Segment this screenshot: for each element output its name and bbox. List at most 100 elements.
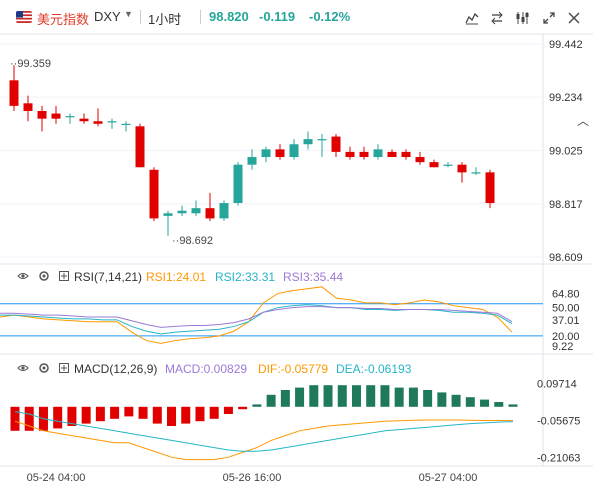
chevron-down-icon[interactable]: ▼ (124, 9, 133, 19)
macd-histogram-bar (252, 404, 262, 407)
gear-icon[interactable] (38, 270, 50, 285)
macd-histogram-bar (280, 390, 290, 407)
macd-histogram-bar (423, 390, 433, 407)
gear-icon[interactable] (38, 362, 50, 377)
macd-value: MACD:0.00829 (165, 362, 248, 376)
us-flag-icon (16, 11, 32, 23)
rsi-tick-label: 64.80 (552, 289, 580, 301)
macd-histogram-bar (380, 385, 390, 407)
macd-tick-label: -0.05675 (537, 415, 580, 427)
eye-icon[interactable] (17, 362, 29, 377)
price-change-percent: -0.12% (309, 9, 351, 24)
macd-histogram-bar (95, 406, 105, 422)
close-icon[interactable] (565, 9, 583, 27)
macd-histogram-bar (209, 406, 219, 419)
last-price: 98.820 (209, 9, 249, 24)
macd-histogram-bar (24, 406, 34, 431)
macd-histogram-bar (181, 406, 191, 424)
candle-body (177, 210, 187, 214)
candle-body (387, 151, 397, 158)
candle-body (471, 172, 481, 174)
rsi-tick-label: 37.01 (552, 315, 580, 327)
candle-body (345, 151, 355, 158)
eye-icon[interactable] (17, 270, 29, 285)
rsi-title: RSI(7,14,21) (74, 270, 143, 284)
macd-tick-label: -0.21063 (537, 452, 580, 464)
interval-selector[interactable]: 1小时 (148, 12, 182, 27)
macd-tick-label: 0.09714 (537, 378, 577, 390)
candle-body (247, 157, 257, 165)
chevron-up-icon[interactable]: ︿ (577, 114, 590, 128)
macd-histogram-bar (53, 406, 63, 429)
candle-body (121, 123, 131, 125)
indicator-icon[interactable] (463, 9, 481, 27)
candle-body (359, 151, 369, 158)
macd-histogram-bar (167, 406, 177, 426)
macd-histogram-bar (323, 385, 333, 407)
candle-body (79, 118, 89, 122)
candle-body (149, 169, 159, 219)
candle-body (37, 110, 47, 119)
symbol-name[interactable]: 美元指数 (37, 12, 90, 27)
macd-histogram-bar (152, 406, 162, 424)
macd-histogram-bar (508, 404, 518, 407)
macd-histogram-bar (451, 394, 461, 407)
candle-body (23, 103, 33, 111)
macd-histogram-bar (295, 387, 305, 407)
time-tick-label: 05-24 04:00 (27, 472, 86, 484)
rsi-tick-label: 50.00 (552, 303, 580, 315)
more-icon[interactable] (58, 270, 70, 285)
macd-histogram-bar (124, 406, 134, 417)
settings-icon[interactable] (513, 9, 531, 27)
candle-body (457, 164, 467, 173)
dea-value: DEA:-0.06193 (336, 362, 412, 376)
candle-body (107, 121, 117, 123)
candle-body (485, 172, 495, 204)
divider (200, 10, 201, 24)
more-icon[interactable] (58, 362, 70, 377)
candle-body (205, 208, 215, 219)
dif-line (14, 419, 514, 461)
compare-icon[interactable] (488, 9, 506, 27)
candle-body (191, 208, 201, 214)
price-tick-label: 99.025 (549, 146, 583, 158)
macd-histogram-bar (223, 406, 233, 414)
candle-body (415, 157, 425, 163)
candle-body (429, 162, 439, 168)
candle-body (65, 116, 75, 118)
candle-body (233, 164, 243, 204)
candle-body (261, 149, 271, 158)
rsi1-value: RSI1:24.01 (146, 270, 207, 284)
macd-histogram-bar (480, 399, 490, 407)
macd-histogram-bar (465, 397, 475, 407)
candle-body (135, 126, 145, 168)
macd-histogram-bar (81, 406, 91, 424)
candle-body (9, 80, 19, 106)
time-tick-label: 05-27 04:00 (419, 472, 478, 484)
macd-histogram-bar (494, 402, 504, 407)
divider (140, 10, 141, 24)
candle-body (163, 213, 173, 216)
macd-histogram-bar (337, 385, 347, 407)
macd-histogram-bar (408, 387, 418, 407)
candle-body (317, 139, 327, 141)
rsi-tick-label: 9.22 (552, 341, 573, 353)
rsi3-value: RSI3:35.44 (283, 270, 344, 284)
symbol-ticker[interactable]: DXY (94, 9, 121, 24)
macd-histogram-bar (266, 394, 276, 407)
rsi-tick-label: 20.00 (552, 331, 580, 343)
candle-body (275, 149, 285, 158)
macd-histogram-bar (366, 385, 376, 407)
candle-body (51, 113, 61, 119)
macd-histogram-bar (238, 406, 248, 410)
candle-body (331, 136, 341, 152)
macd-histogram-bar (437, 392, 447, 407)
macd-histogram-bar (110, 406, 120, 419)
price-tick-label: 99.234 (549, 92, 583, 104)
macd-histogram-bar (67, 406, 77, 426)
candle-body (443, 164, 453, 166)
macd-histogram-bar (138, 406, 148, 419)
time-tick-label: 05-26 16:00 (223, 472, 282, 484)
fullscreen-icon[interactable] (540, 9, 558, 27)
